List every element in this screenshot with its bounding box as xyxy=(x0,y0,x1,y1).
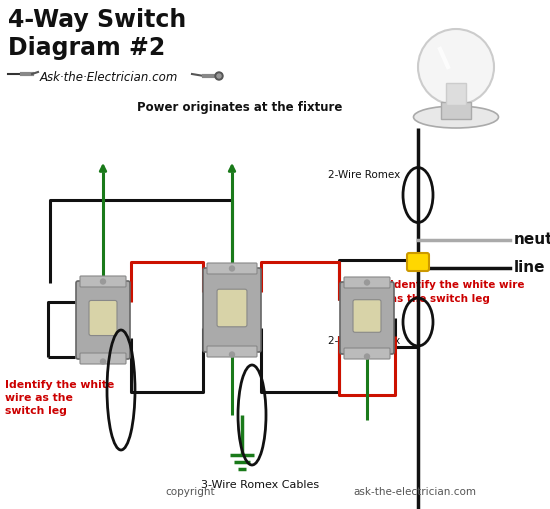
FancyBboxPatch shape xyxy=(203,268,261,352)
Circle shape xyxy=(101,359,106,364)
Circle shape xyxy=(365,354,370,359)
Text: neutral: neutral xyxy=(514,233,550,247)
Circle shape xyxy=(101,279,106,284)
Text: Ask·the·Electrician.com: Ask·the·Electrician.com xyxy=(40,71,178,84)
Bar xyxy=(446,83,466,105)
Bar xyxy=(441,102,471,119)
FancyBboxPatch shape xyxy=(76,281,130,359)
FancyBboxPatch shape xyxy=(344,277,390,288)
Circle shape xyxy=(215,72,223,80)
FancyBboxPatch shape xyxy=(407,253,429,271)
Circle shape xyxy=(217,74,221,78)
Circle shape xyxy=(418,29,494,105)
Text: 2-Wire Romex: 2-Wire Romex xyxy=(328,170,400,180)
Text: Identify the white wire
as the switch leg: Identify the white wire as the switch le… xyxy=(390,280,525,304)
FancyBboxPatch shape xyxy=(207,263,257,274)
Text: Power originates at the fixture: Power originates at the fixture xyxy=(138,101,343,114)
Circle shape xyxy=(229,352,234,357)
Circle shape xyxy=(229,266,234,271)
FancyBboxPatch shape xyxy=(80,276,126,287)
FancyBboxPatch shape xyxy=(340,282,394,354)
FancyBboxPatch shape xyxy=(217,289,247,327)
Text: line: line xyxy=(514,261,546,275)
Text: 3-Wire Romex Cables: 3-Wire Romex Cables xyxy=(201,480,319,490)
Text: Diagram #2: Diagram #2 xyxy=(8,36,165,60)
Text: ask-the-electrician.com: ask-the-electrician.com xyxy=(354,487,476,497)
Ellipse shape xyxy=(414,106,498,128)
FancyBboxPatch shape xyxy=(207,346,257,357)
FancyBboxPatch shape xyxy=(353,300,381,332)
Circle shape xyxy=(365,280,370,285)
FancyBboxPatch shape xyxy=(80,353,126,364)
Text: 2-Wire Romex: 2-Wire Romex xyxy=(328,336,400,346)
Text: Identify the white
wire as the
switch leg: Identify the white wire as the switch le… xyxy=(5,380,114,416)
Text: 4-Way Switch: 4-Way Switch xyxy=(8,8,186,32)
FancyBboxPatch shape xyxy=(344,348,390,359)
Text: copyright: copyright xyxy=(165,487,215,497)
FancyBboxPatch shape xyxy=(89,300,117,335)
